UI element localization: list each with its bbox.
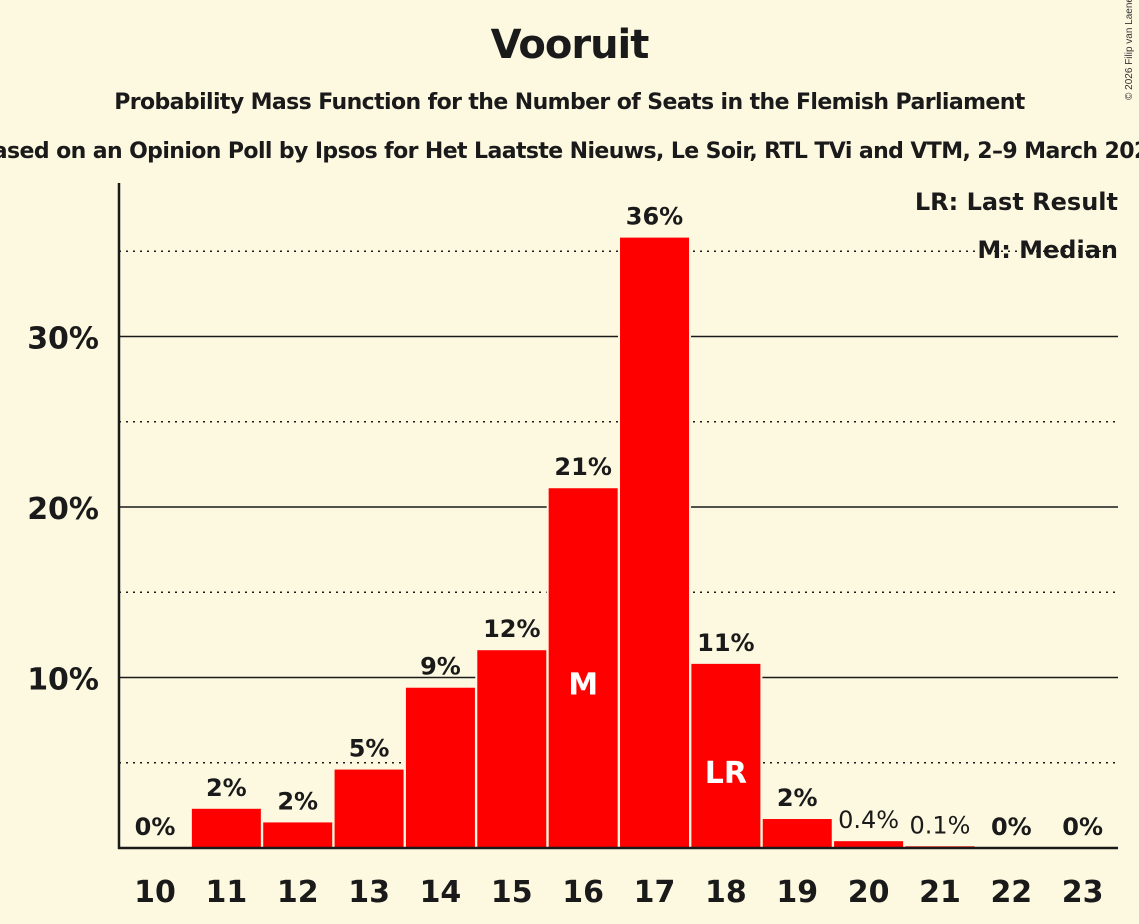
x-tick-label: 17 (634, 875, 676, 910)
bar-value-label: 2% (206, 774, 247, 802)
last-result-marker: LR (705, 756, 747, 791)
median-marker: M (568, 668, 598, 703)
x-tick-label: 18 (705, 875, 747, 910)
bar-value-label: 21% (554, 453, 611, 481)
bar-value-label: 0% (135, 813, 176, 841)
bar-value-label: 36% (626, 203, 683, 231)
axes: 10% 20% 30% 10 11 12 13 14 15 16 17 18 19 20 21 22 23 (27, 183, 1118, 910)
bar-16 (548, 488, 618, 848)
bar-value-label: 2% (777, 784, 818, 812)
bar-12 (263, 822, 333, 848)
x-tick-label: 21 (919, 875, 961, 910)
legend-last-result: LR: Last Result (915, 188, 1118, 216)
chart-title: Vooruit (490, 22, 650, 68)
y-tick-label: 20% (27, 492, 99, 527)
bar-value-label: 5% (349, 735, 390, 763)
bar-18 (691, 663, 761, 848)
bar-value-label: 12% (483, 615, 540, 643)
bar-value-label: 9% (420, 653, 461, 681)
x-tick-label: 20 (848, 875, 890, 910)
y-tick-label: 30% (27, 322, 99, 357)
x-tick-label: 14 (420, 875, 462, 910)
bar-19 (762, 819, 832, 848)
x-tick-label: 22 (990, 875, 1032, 910)
legend: LR: Last Result M: Median (915, 188, 1118, 264)
bar-value-label: 0% (991, 813, 1032, 841)
y-tick-label: 10% (27, 663, 99, 698)
x-tick-label: 11 (205, 875, 247, 910)
bar-13 (334, 769, 404, 848)
bar-14 (405, 687, 475, 848)
legend-median: M: Median (977, 236, 1118, 264)
bar-20 (834, 841, 904, 848)
x-tick-label: 13 (348, 875, 390, 910)
x-tick-label: 15 (491, 875, 533, 910)
bar-11 (191, 808, 261, 848)
bar-value-label: 0.4% (838, 806, 899, 834)
x-tick-label: 23 (1062, 875, 1104, 910)
bar-17 (620, 237, 690, 849)
bar-value-label: 0% (1062, 813, 1103, 841)
chart-source-line: Based on an Opinion Poll by Ipsos for He… (0, 139, 1139, 164)
x-tick-label: 10 (134, 875, 176, 910)
bar-15 (477, 650, 547, 848)
x-tick-label: 12 (277, 875, 319, 910)
bar-value-label: 2% (277, 787, 318, 815)
bars: 0% 2% 2% 5% 9% 12% 21% M 36% 11% LR 2% 0.4% 0.1% 0% 0% (135, 203, 1103, 849)
x-tick-label: 19 (776, 875, 818, 910)
chart-subtitle: Probability Mass Function for the Number… (114, 90, 1025, 115)
x-tick-label: 16 (562, 875, 604, 910)
bar-value-label: 11% (697, 629, 754, 657)
bar-value-label: 0.1% (909, 811, 970, 839)
